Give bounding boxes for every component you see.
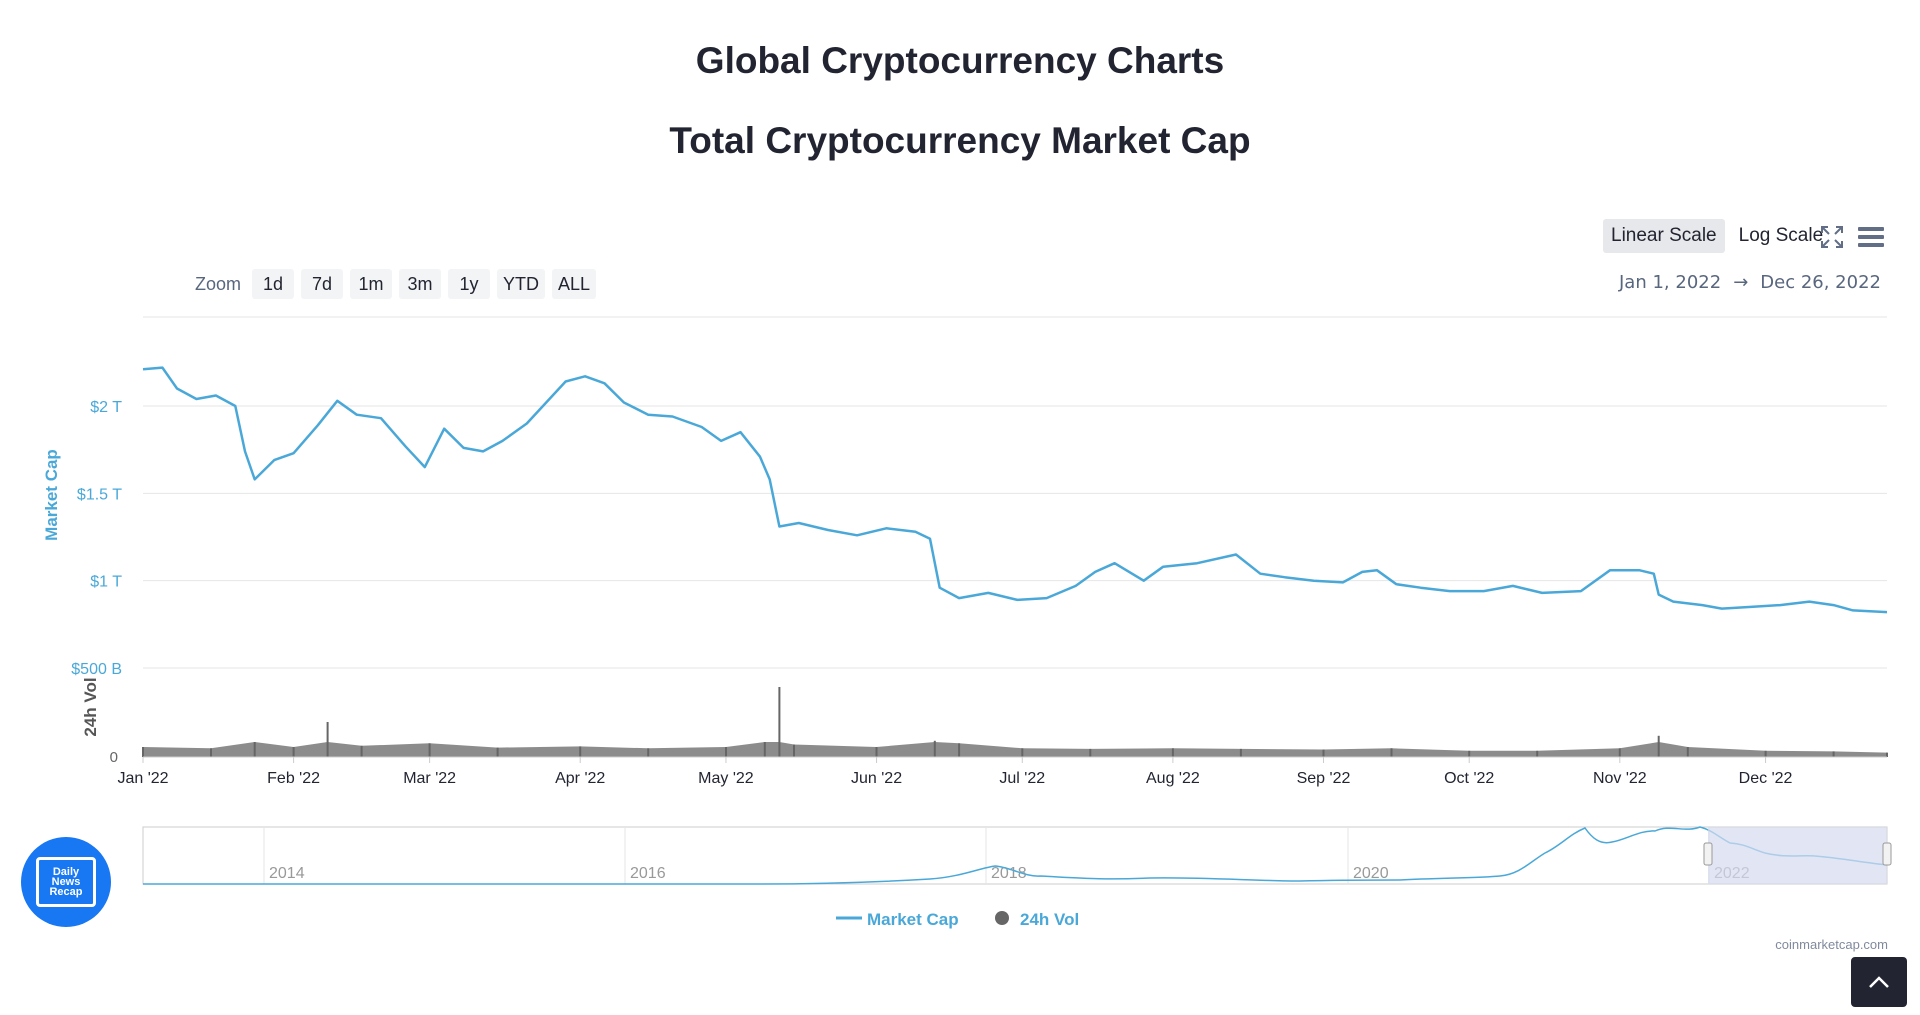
logo-line-3: Recap bbox=[49, 886, 83, 898]
fullscreen-icon bbox=[1821, 226, 1843, 248]
legend-market-cap[interactable]: Market Cap bbox=[867, 910, 959, 929]
zoom-3m-button[interactable]: 3m bbox=[399, 269, 442, 299]
y-tick-label: $500 B bbox=[71, 661, 122, 678]
section-title: Total Cryptocurrency Market Cap bbox=[669, 120, 1251, 161]
volume-area bbox=[143, 742, 1887, 757]
x-tick-label: Jun '22 bbox=[851, 770, 902, 787]
legend: Market Cap 24h Vol bbox=[836, 910, 1079, 929]
x-tick-label: Jul '22 bbox=[999, 770, 1045, 787]
y-tick-label: $1.5 T bbox=[77, 486, 122, 503]
legend-volume-swatch bbox=[995, 911, 1009, 925]
range-to[interactable]: Dec 26, 2022 bbox=[1760, 272, 1881, 293]
y-axis-ticks: $2 T $1.5 T $1 T $500 B bbox=[71, 399, 122, 678]
y-axis-label: Market Cap bbox=[42, 449, 61, 541]
menu-icon bbox=[1858, 227, 1884, 247]
date-range[interactable]: Jan 1, 2022 → Dec 26, 2022 bbox=[1619, 272, 1881, 293]
x-tick-label: Apr '22 bbox=[555, 770, 605, 787]
zoom-label: Zoom bbox=[195, 273, 242, 294]
page-title: Global Cryptocurrency Charts bbox=[695, 40, 1225, 81]
log-scale-button[interactable]: Log Scale bbox=[1731, 219, 1832, 253]
zoom-bar: Zoom 1d 7d 1m 3m 1y YTD ALL bbox=[195, 268, 597, 300]
y-tick-label: $1 T bbox=[90, 574, 122, 591]
logo-badge: Daily News Recap bbox=[36, 857, 96, 907]
chart-credit[interactable]: coinmarketcap.com bbox=[1775, 937, 1888, 952]
chevron-up-icon bbox=[1869, 976, 1889, 988]
navigator-left-handle[interactable] bbox=[1703, 842, 1713, 866]
x-tick-label: Aug '22 bbox=[1146, 770, 1200, 787]
x-tick-label: Nov '22 bbox=[1593, 770, 1647, 787]
logo-line-2: News bbox=[51, 876, 81, 888]
navigator-tick-label: 2018 bbox=[991, 865, 1027, 882]
navigator-tick-label: 2020 bbox=[1353, 865, 1389, 882]
x-axis-ticks: Jan '22 Feb '22 Mar '22 Apr '22 May '22 Jun '… bbox=[117, 757, 1793, 787]
volume-zero-tick: 0 bbox=[110, 749, 118, 766]
logo-line-1: Daily bbox=[52, 866, 80, 878]
linear-scale-button[interactable]: Linear Scale bbox=[1603, 219, 1725, 253]
x-tick-label: May '22 bbox=[698, 770, 754, 787]
volume-axis-label: 24h Vol bbox=[81, 677, 100, 736]
y-tick-label: $2 T bbox=[90, 399, 122, 416]
volume-series bbox=[142, 687, 1888, 758]
navigator-tick-label: 2014 bbox=[269, 865, 305, 882]
market-cap-line[interactable] bbox=[142, 366, 1888, 614]
volume-bar bbox=[326, 722, 329, 757]
navigator[interactable]: 20142016201820202022 bbox=[142, 826, 1892, 885]
fullscreen-button[interactable] bbox=[1816, 221, 1848, 253]
zoom-ytd-button[interactable]: YTD bbox=[497, 269, 546, 299]
navigator-frame bbox=[142, 826, 1888, 885]
volume-bar bbox=[778, 687, 781, 757]
navigator-tick-label: 2016 bbox=[630, 865, 666, 882]
zoom-1m-button[interactable]: 1m bbox=[350, 269, 393, 299]
x-tick-label: Mar '22 bbox=[403, 770, 456, 787]
daily-news-recap-logo: Daily News Recap bbox=[21, 837, 111, 927]
legend-volume[interactable]: 24h Vol bbox=[1020, 910, 1079, 929]
range-from[interactable]: Jan 1, 2022 bbox=[1619, 272, 1722, 293]
chart-menu-button[interactable] bbox=[1855, 221, 1887, 253]
navigator-selection[interactable] bbox=[1708, 827, 1887, 884]
zoom-all-button[interactable]: ALL bbox=[552, 269, 597, 299]
x-tick-label: Sep '22 bbox=[1297, 770, 1351, 787]
navigator-right-handle[interactable] bbox=[1882, 842, 1892, 866]
range-arrow: → bbox=[1733, 272, 1749, 293]
x-tick-label: Oct '22 bbox=[1444, 770, 1494, 787]
zoom-1y-button[interactable]: 1y bbox=[448, 269, 491, 299]
x-tick-label: Feb '22 bbox=[267, 770, 320, 787]
scale-toggle: Linear Scale Log Scale bbox=[1603, 219, 1831, 253]
zoom-1d-button[interactable]: 1d bbox=[252, 269, 295, 299]
zoom-7d-button[interactable]: 7d bbox=[301, 269, 344, 299]
back-to-top-button[interactable] bbox=[1851, 957, 1907, 1007]
x-tick-label: Dec '22 bbox=[1739, 770, 1793, 787]
x-tick-label: Jan '22 bbox=[117, 770, 168, 787]
